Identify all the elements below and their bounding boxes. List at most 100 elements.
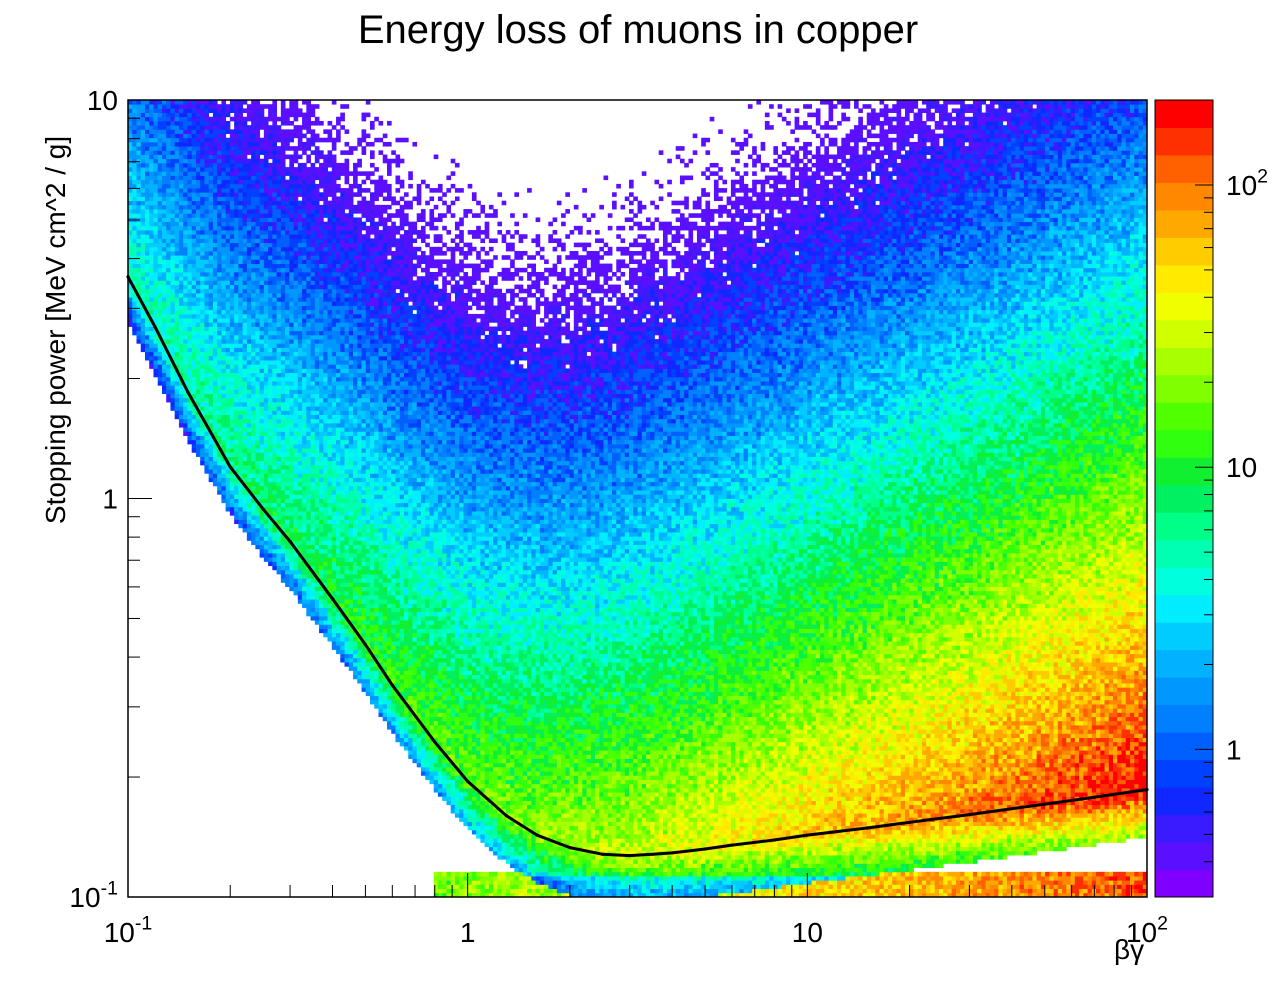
heatmap-cell — [272, 536, 277, 541]
heatmap-cell — [238, 171, 243, 176]
heatmap-cell — [272, 427, 277, 432]
heatmap-cell — [277, 553, 282, 558]
heatmap-cell — [243, 469, 248, 474]
heatmap-cell — [294, 431, 299, 436]
heatmap-cell — [162, 243, 167, 248]
heatmap-cell — [175, 335, 180, 340]
heatmap-cell — [179, 301, 184, 306]
heatmap-cell — [255, 415, 260, 420]
heatmap-cell — [158, 343, 163, 348]
heatmap-cell — [251, 419, 256, 424]
heatmap-cell — [166, 226, 171, 231]
heatmap-cell — [175, 268, 180, 273]
heatmap-cell — [260, 142, 265, 147]
heatmap-cell — [260, 276, 265, 281]
heatmap-cell — [166, 146, 171, 151]
heatmap-cell — [281, 549, 286, 554]
heatmap-cell — [183, 238, 188, 243]
heatmap-cell — [281, 398, 286, 403]
heatmap-cell — [234, 381, 239, 386]
heatmap-cell — [268, 457, 273, 462]
heatmap-cell — [289, 436, 294, 441]
heatmap-cell — [260, 201, 265, 206]
heatmap-cell — [170, 243, 175, 248]
heatmap-cell — [238, 159, 243, 164]
heatmap-cell — [170, 381, 175, 386]
heatmap-cell — [255, 318, 260, 323]
heatmap-cell — [192, 176, 197, 181]
heatmap-cell — [153, 129, 158, 134]
heatmap-cell — [221, 276, 226, 281]
heatmap-cell — [272, 176, 277, 181]
heatmap-cell — [251, 280, 256, 285]
heatmap-cell — [260, 213, 265, 218]
heatmap-cell — [217, 364, 222, 369]
heatmap-cell — [162, 285, 167, 290]
heatmap-cell — [183, 347, 188, 352]
heatmap-cell — [145, 352, 150, 357]
heatmap-cell — [213, 150, 218, 155]
heatmap-cell — [255, 545, 260, 550]
heatmap-cell — [234, 402, 239, 407]
heatmap-cell — [213, 306, 218, 311]
heatmap-cell — [226, 499, 231, 504]
heatmap-cell — [255, 142, 260, 147]
heatmap-cell — [281, 188, 286, 193]
heatmap-cell — [294, 398, 299, 403]
heatmap-cell — [281, 184, 286, 189]
heatmap-cell — [158, 285, 163, 290]
heatmap-cell — [200, 461, 205, 466]
heatmap-cell — [289, 519, 294, 524]
heatmap-cell — [243, 176, 248, 181]
heatmap-cell — [166, 155, 171, 160]
heatmap-cell — [162, 217, 167, 222]
heatmap-cell — [170, 226, 175, 231]
heatmap-cell — [192, 234, 197, 239]
heatmap-cell — [247, 134, 252, 139]
heatmap-cell — [277, 125, 282, 130]
heatmap-cell — [289, 159, 294, 164]
heatmap-cell — [209, 234, 214, 239]
heatmap-cell — [209, 121, 214, 126]
heatmap-cell — [230, 163, 235, 168]
heatmap-cell — [196, 301, 201, 306]
heatmap-cell — [200, 339, 205, 344]
heatmap-cell — [234, 259, 239, 264]
heatmap-cell — [264, 117, 269, 122]
heatmap-cell — [234, 519, 239, 524]
heatmap-cell — [247, 117, 252, 122]
heatmap-cell — [243, 184, 248, 189]
heatmap-cell — [268, 192, 273, 197]
heatmap-cell — [204, 226, 209, 231]
heatmap-cell — [136, 209, 141, 214]
heatmap-cell — [272, 410, 277, 415]
heatmap-cell — [166, 331, 171, 336]
heatmap-cell — [158, 159, 163, 164]
heatmap-cell — [243, 163, 248, 168]
heatmap-cell — [179, 213, 184, 218]
heatmap-cell — [192, 360, 197, 365]
heatmap-cell — [213, 297, 218, 302]
heatmap-cell — [213, 335, 218, 340]
heatmap-cell — [209, 192, 214, 197]
heatmap-cell — [230, 331, 235, 336]
heatmap-cell — [251, 318, 256, 323]
heatmap-cell — [175, 406, 180, 411]
heatmap-cell — [204, 297, 209, 302]
heatmap-cell — [175, 280, 180, 285]
heatmap-cell — [285, 268, 290, 273]
heatmap-cell — [209, 272, 214, 277]
heatmap-cell — [243, 159, 248, 164]
heatmap-cell — [145, 201, 150, 206]
heatmap-cell — [281, 222, 286, 227]
heatmap-cell — [251, 163, 256, 168]
heatmap-cell — [145, 251, 150, 256]
heatmap-cell — [260, 486, 265, 491]
heatmap-cell — [204, 125, 209, 130]
heatmap-cell — [230, 213, 235, 218]
heatmap-cell — [234, 243, 239, 248]
heatmap-cell — [175, 293, 180, 298]
heatmap-cell — [238, 427, 243, 432]
heatmap-cell — [217, 176, 222, 181]
heatmap-cell — [200, 150, 205, 155]
